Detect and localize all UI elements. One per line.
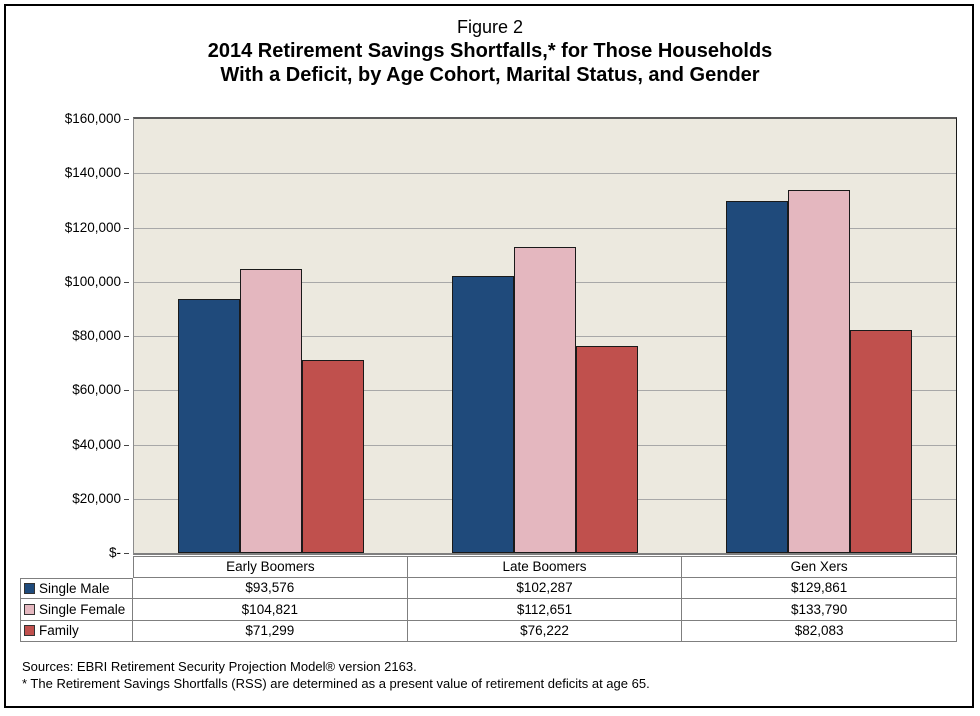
legend-swatch-single-male xyxy=(24,582,35,594)
figure-border-frame xyxy=(4,4,974,708)
gridline xyxy=(134,173,956,175)
y-tick-mark xyxy=(124,336,129,337)
y-tick-label: $- xyxy=(108,545,121,560)
y-tick-mark xyxy=(124,498,129,500)
y-tick-mark xyxy=(124,281,129,283)
footnote-line-1: Sources: EBRI Retirement Security Projec… xyxy=(22,659,417,674)
legend-swatch-single-female xyxy=(24,603,35,615)
table-value-cell: $102,287 xyxy=(407,577,683,599)
table-blank-cell xyxy=(20,556,133,578)
y-tick-mark xyxy=(124,227,129,229)
legend-cell-family: Family xyxy=(20,620,133,642)
bar-single-male-late-boomers xyxy=(452,275,514,553)
bar-single-female-gen-xers xyxy=(788,190,850,553)
table-value-cell: $104,821 xyxy=(133,599,408,621)
category-header-early-boomers: Early Boomers xyxy=(133,556,408,578)
legend-label: Single Female xyxy=(39,601,126,617)
bar-single-male-early-boomers xyxy=(178,299,240,553)
category-header-gen-xers: Gen Xers xyxy=(682,556,957,578)
bar-single-female-late-boomers xyxy=(514,247,576,553)
y-tick-label: $80,000 xyxy=(72,328,121,343)
plot-area xyxy=(133,117,957,555)
bar-family-late-boomers xyxy=(576,346,638,553)
chart-title-line2: With a Deficit, by Age Cohort, Marital S… xyxy=(220,64,760,86)
y-tick-label: $160,000 xyxy=(64,111,121,126)
y-tick-mark xyxy=(124,553,129,554)
table-value-cell: $133,790 xyxy=(682,599,957,621)
data-table: Early Boomers Late Boomers Gen Xers Single … xyxy=(20,556,957,642)
gridline xyxy=(134,227,956,229)
y-tick-label: $40,000 xyxy=(72,436,121,452)
y-tick-mark xyxy=(124,444,129,446)
y-tick-label: $100,000 xyxy=(64,273,121,289)
bar-single-male-gen-xers xyxy=(726,200,788,553)
y-tick-label: $60,000 xyxy=(72,382,121,398)
y-tick-label: $20,000 xyxy=(72,490,121,506)
title-block: Figure 2 2014 Retirement Savings Shortfa… xyxy=(0,15,980,87)
bar-family-early-boomers xyxy=(302,359,364,553)
y-tick-label: $120,000 xyxy=(64,219,121,235)
legend-swatch-family xyxy=(24,625,35,637)
figure-label: Figure 2 xyxy=(456,17,524,37)
category-header-late-boomers: Late Boomers xyxy=(407,556,683,578)
legend-cell-single-male: Single Male xyxy=(20,577,133,599)
table-value-cell: $112,651 xyxy=(407,599,683,621)
footnotes: Sources: EBRI Retirement Security Projec… xyxy=(22,658,650,692)
table-value-cell: $93,576 xyxy=(133,577,408,599)
y-axis: $- $20,000 $40,000 $60,000 $80,000 $100,000 $1… xyxy=(0,111,129,560)
legend-cell-single-female: Single Female xyxy=(20,599,133,621)
bar-single-female-early-boomers xyxy=(240,268,302,553)
chart-title-line1: 2014 Retirement Savings Shortfalls,* for… xyxy=(207,40,773,62)
legend-label: Family xyxy=(39,623,79,639)
table-value-cell: $129,861 xyxy=(682,577,957,599)
y-tick-mark xyxy=(124,173,129,175)
table-value-cell: $71,299 xyxy=(133,620,408,642)
footnote-line-2: * The Retirement Savings Shortfalls (RSS… xyxy=(22,676,650,691)
legend-label: Single Male xyxy=(39,580,110,596)
y-tick-mark xyxy=(124,390,129,392)
table-value-cell: $76,222 xyxy=(407,620,683,642)
table-value-cell: $82,083 xyxy=(682,620,957,642)
y-tick-mark xyxy=(124,119,129,120)
bar-family-gen-xers xyxy=(850,330,912,553)
y-tick-label: $140,000 xyxy=(64,165,121,181)
